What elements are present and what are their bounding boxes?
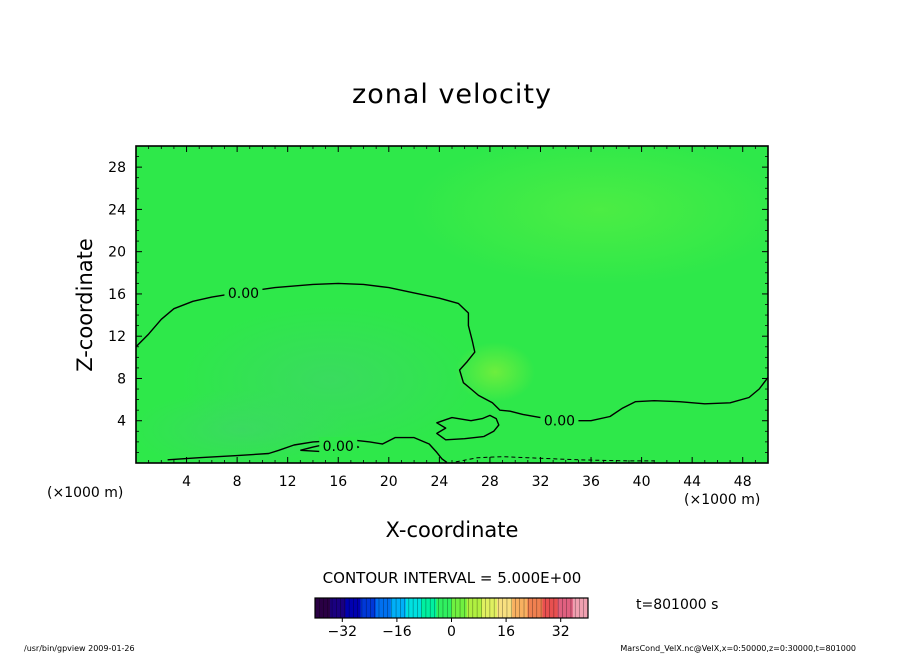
x-tick-label: 4 (182, 474, 191, 490)
colorbar-tick-label: −16 (382, 624, 412, 640)
x-tick-label: 36 (582, 474, 600, 490)
x-tick-label: 8 (233, 474, 242, 490)
colorbar (314, 597, 589, 619)
y-tick-label: 8 (117, 371, 126, 387)
colorbar-tick-label: 16 (497, 624, 515, 640)
x-tick-label: 28 (481, 474, 499, 490)
x-axis-ticks: 4 8 12 16 20 24 28 32 36 40 44 48 (148, 146, 756, 490)
contour-labels: 0.00 0.00 0.00 (224, 283, 579, 455)
contour-label-1: 0.00 (544, 414, 575, 430)
colorbar-segment-10 (466, 598, 483, 618)
x-tick-label: 44 (683, 474, 701, 490)
x-tick-label: 20 (380, 474, 398, 490)
field-shade-warm (455, 342, 535, 402)
colorbar-segment-2 (345, 598, 361, 618)
x-axis-title: X-coordinate (386, 518, 519, 542)
colorbar-segment-17 (572, 598, 589, 618)
contour-label-bg-2 (319, 437, 358, 455)
contour-label-bg-1 (540, 411, 579, 429)
colorbar-segment-8 (436, 598, 452, 618)
y-tick-label: 28 (108, 160, 126, 176)
negative-contour-0 (455, 456, 655, 463)
colorbar-segment-14 (527, 598, 543, 618)
colorbar-segment-6 (406, 598, 422, 618)
colorbar-segment-12 (497, 598, 513, 618)
zero-contour-3 (436, 414, 500, 441)
contour-interval: CONTOUR INTERVAL = 5.000E+00 (323, 569, 582, 587)
colorbar-ticks: −32 −16 0 16 32 (328, 618, 570, 640)
y-tick-label: 12 (108, 329, 126, 345)
contour-label-2: 0.00 (323, 439, 354, 455)
y-axis-unit: (×1000 m) (684, 492, 760, 508)
colorbar-tick-label: 32 (552, 624, 570, 640)
colorbar-segment-9 (451, 598, 468, 618)
x-tick-label: 16 (329, 474, 347, 490)
colorbar-tick-label: −32 (328, 624, 358, 640)
time-label: t=801000 s (636, 597, 718, 613)
x-tick-label: 32 (532, 474, 550, 490)
field-shade-negative-lower (136, 390, 350, 463)
colorbar-tick-label: 0 (447, 624, 456, 640)
colorbar-segment-16 (557, 598, 574, 618)
plot-area: 0.000.000.00 4 8 12 16 20 24 28 32 36 40 44 48 4812… (108, 145, 769, 490)
contour-label-0: 0.00 (228, 286, 259, 302)
chart-title: zonal velocity (352, 79, 552, 110)
footer-right: MarsCond_VelX.nc@VelX,x=0:50000,z=0:3000… (620, 644, 856, 653)
y-axis-ticks: 4 8 12 16 20 24 28 (108, 156, 768, 453)
y-tick-label: 16 (108, 287, 126, 303)
colorbar-segment-7 (421, 598, 437, 618)
x-tick-label: 48 (734, 474, 752, 490)
x-axis-unit: (×1000 m) (47, 485, 123, 501)
colorbar-segment-0 (315, 598, 331, 618)
y-tick-label: 20 (108, 245, 126, 261)
y-tick-label: 24 (108, 202, 126, 218)
y-axis-title: Z-coordinate (73, 238, 97, 372)
colorbar-segment-1 (330, 598, 346, 618)
x-tick-label: 12 (279, 474, 297, 490)
y-tick-label: 4 (117, 414, 126, 430)
x-tick-label: 40 (633, 474, 651, 490)
colorbar-segment-5 (390, 598, 407, 618)
colorbar-segment-11 (481, 598, 498, 618)
footer-left: /usr/bin/gpview 2009-01-26 (24, 644, 135, 653)
colorbar-segment-3 (360, 598, 377, 618)
field-shade-positive (410, 146, 768, 285)
x-tick-label: 24 (430, 474, 448, 490)
contour-label-bg-0 (224, 283, 263, 301)
colorbar-segment-15 (542, 598, 559, 618)
